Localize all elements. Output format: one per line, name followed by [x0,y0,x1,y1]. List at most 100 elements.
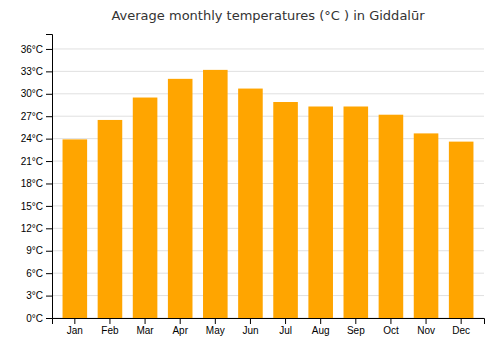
x-tick: Dec [452,318,470,336]
x-tick-label: Jul [279,325,292,336]
y-tick: 24°C [21,133,52,144]
y-tick-mark [46,228,52,229]
x-tick-mark [250,318,251,324]
y-tick: 15°C [21,201,52,212]
x-tick-mark [390,318,391,324]
x-tick-label: Feb [101,325,119,336]
x-tick: Mar [136,318,154,336]
x-tick-mark [461,318,462,324]
x-tick-label: Sep [347,325,365,336]
bars [63,70,474,318]
y-tick-mark [46,251,52,252]
y-tick-mark [46,139,52,140]
y-tick-mark [46,296,52,297]
y-tick-label: 15°C [21,201,43,212]
bar [344,106,369,318]
x-tick: Jan [67,318,83,336]
x-tick-label: Apr [172,325,188,336]
y-tick-label: 33°C [21,66,43,77]
y-tick-mark [46,318,52,319]
y-tick-label: 21°C [21,156,43,167]
y-tick-mark [46,161,52,162]
x-tick: Jul [279,318,292,336]
x-tick-label: Oct [383,325,399,336]
x-tick: Nov [417,318,435,336]
y-tick: 12°C [21,223,52,234]
y-tick-label: 6°C [26,268,43,279]
y-tick-label: 0°C [26,313,43,324]
bar [308,106,333,318]
bar [168,79,193,318]
y-tick: 9°C [26,245,52,256]
y-tick-mark [46,273,52,274]
bar [238,89,263,318]
y-tick: 6°C [26,268,52,279]
bar [63,139,88,318]
bar [98,120,123,318]
grid-line [52,93,484,94]
y-tick: 21°C [21,156,52,167]
x-tick-mark [285,318,286,324]
x-tick-mark [74,318,75,324]
grid-line [52,48,484,49]
y-tick-mark [46,71,52,72]
y-tick-label: 36°C [21,44,43,55]
bar [379,115,404,318]
x-tick-label: Jun [242,325,258,336]
y-tick: 27°C [21,111,52,122]
x-tick: Feb [101,318,119,336]
y-tick: 30°C [21,88,52,99]
y-tick: 33°C [21,66,52,77]
y-tick: 36°C [21,44,52,55]
x-tick-label: May [206,325,225,336]
y-tick-mark [46,116,52,117]
grid-line [52,116,484,117]
x-axis-line [53,319,485,325]
y-axis: 0°C 3°C 6°C 9°C 12°C 15°C 18°C 21°C 24°C 27°C 30°C… [21,35,53,324]
bar [203,70,228,318]
x-tick-mark [426,318,427,324]
bar [133,98,158,318]
y-tick-label: 24°C [21,133,43,144]
bar [449,142,474,318]
title: Average monthly temperatures (°C ) in Gi… [111,8,425,23]
x-tick-label: Nov [417,325,435,336]
x-tick-mark [109,318,110,324]
x-tick: Sep [347,318,365,336]
bar [414,133,439,318]
x-tick-mark [145,318,146,324]
y-tick-mark [46,49,52,50]
y-tick-mark [46,94,52,95]
x-tick-label: Aug [312,325,330,336]
y-tick: 3°C [26,290,52,301]
grid-line [52,71,484,72]
chart-container: 0°C 3°C 6°C 9°C 12°C 15°C 18°C 21°C 24°C 27°C 30°C… [0,0,500,350]
x-axis: Jan Feb Mar Apr May Jun Jul Aug Sep Oct Nov Dec [53,318,485,336]
y-tick-mark [46,183,52,184]
plot-area: 0°C 3°C 6°C 9°C 12°C 15°C 18°C 21°C 24°C 27°C 30°C… [21,35,485,337]
x-tick-label: Jan [67,325,83,336]
y-tick: 18°C [21,178,52,189]
x-tick: Oct [383,318,399,336]
y-tick-label: 30°C [21,88,43,99]
y-tick-label: 9°C [26,245,43,256]
x-tick-mark [320,318,321,324]
y-tick-label: 3°C [26,290,43,301]
x-tick: Apr [172,318,188,336]
y-tick-label: 27°C [21,111,43,122]
x-tick-mark [180,318,181,324]
bar [273,102,298,318]
chart: 0°C 3°C 6°C 9°C 12°C 15°C 18°C 21°C 24°C 27°C 30°C… [0,0,500,350]
x-tick-label: Mar [136,325,154,336]
x-tick-label: Dec [452,325,470,336]
y-tick-mark [46,206,52,207]
grid [52,49,484,318]
x-tick: Jun [242,318,258,336]
y-tick-label: 18°C [21,178,43,189]
y-axis-line [46,35,53,319]
y-tick-label: 12°C [21,223,43,234]
y-tick: 0°C [26,313,52,324]
x-tick-mark [215,318,216,324]
x-tick: Aug [312,318,330,336]
x-tick-mark [355,318,356,324]
